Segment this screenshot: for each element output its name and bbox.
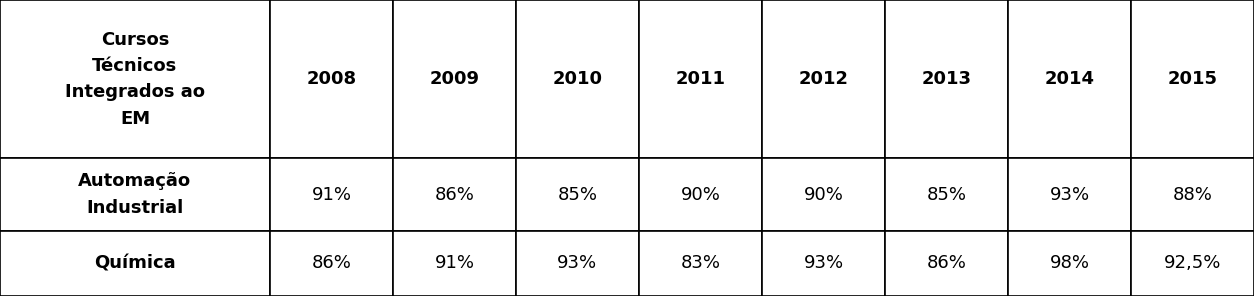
Bar bbox=[1131, 231, 1254, 296]
Bar bbox=[885, 158, 1008, 231]
Text: 90%: 90% bbox=[804, 186, 844, 204]
Bar bbox=[1008, 158, 1131, 231]
Text: 2014: 2014 bbox=[1045, 70, 1095, 88]
Text: 2012: 2012 bbox=[799, 70, 849, 88]
Bar bbox=[270, 231, 393, 296]
Bar bbox=[1008, 231, 1131, 296]
Text: 88%: 88% bbox=[1172, 186, 1213, 204]
Bar bbox=[393, 158, 515, 231]
Bar bbox=[640, 231, 762, 296]
Bar bbox=[885, 231, 1008, 296]
Text: 2015: 2015 bbox=[1167, 70, 1218, 88]
Bar bbox=[762, 231, 885, 296]
Bar bbox=[0, 158, 270, 231]
Bar bbox=[0, 0, 270, 158]
Text: 93%: 93% bbox=[1050, 186, 1090, 204]
Bar bbox=[1131, 0, 1254, 158]
Bar bbox=[393, 0, 515, 158]
Bar bbox=[885, 0, 1008, 158]
Text: Automação
Industrial: Automação Industrial bbox=[79, 172, 192, 217]
Bar bbox=[393, 231, 515, 296]
Text: 93%: 93% bbox=[804, 255, 844, 272]
Bar bbox=[762, 0, 885, 158]
Text: 86%: 86% bbox=[311, 255, 351, 272]
Text: 85%: 85% bbox=[558, 186, 597, 204]
Text: 86%: 86% bbox=[434, 186, 474, 204]
Text: Cursos
Técnicos
Integrados ao
EM: Cursos Técnicos Integrados ao EM bbox=[65, 30, 204, 128]
Bar bbox=[515, 0, 640, 158]
Text: 2009: 2009 bbox=[429, 70, 479, 88]
Text: 98%: 98% bbox=[1050, 255, 1090, 272]
Bar bbox=[1131, 158, 1254, 231]
Text: 91%: 91% bbox=[311, 186, 351, 204]
Bar bbox=[515, 231, 640, 296]
Text: 2013: 2013 bbox=[922, 70, 972, 88]
Text: 92,5%: 92,5% bbox=[1164, 255, 1221, 272]
Text: 90%: 90% bbox=[681, 186, 720, 204]
Text: 83%: 83% bbox=[681, 255, 721, 272]
Text: 93%: 93% bbox=[557, 255, 597, 272]
Bar bbox=[270, 158, 393, 231]
Bar bbox=[762, 158, 885, 231]
Bar bbox=[640, 158, 762, 231]
Bar bbox=[0, 231, 270, 296]
Bar bbox=[1008, 0, 1131, 158]
Text: 2011: 2011 bbox=[676, 70, 725, 88]
Text: 91%: 91% bbox=[434, 255, 474, 272]
Text: 86%: 86% bbox=[927, 255, 967, 272]
Bar bbox=[640, 0, 762, 158]
Text: Química: Química bbox=[94, 255, 176, 272]
Text: 85%: 85% bbox=[927, 186, 967, 204]
Text: 2008: 2008 bbox=[306, 70, 356, 88]
Text: 2010: 2010 bbox=[553, 70, 602, 88]
Bar bbox=[515, 158, 640, 231]
Bar bbox=[270, 0, 393, 158]
